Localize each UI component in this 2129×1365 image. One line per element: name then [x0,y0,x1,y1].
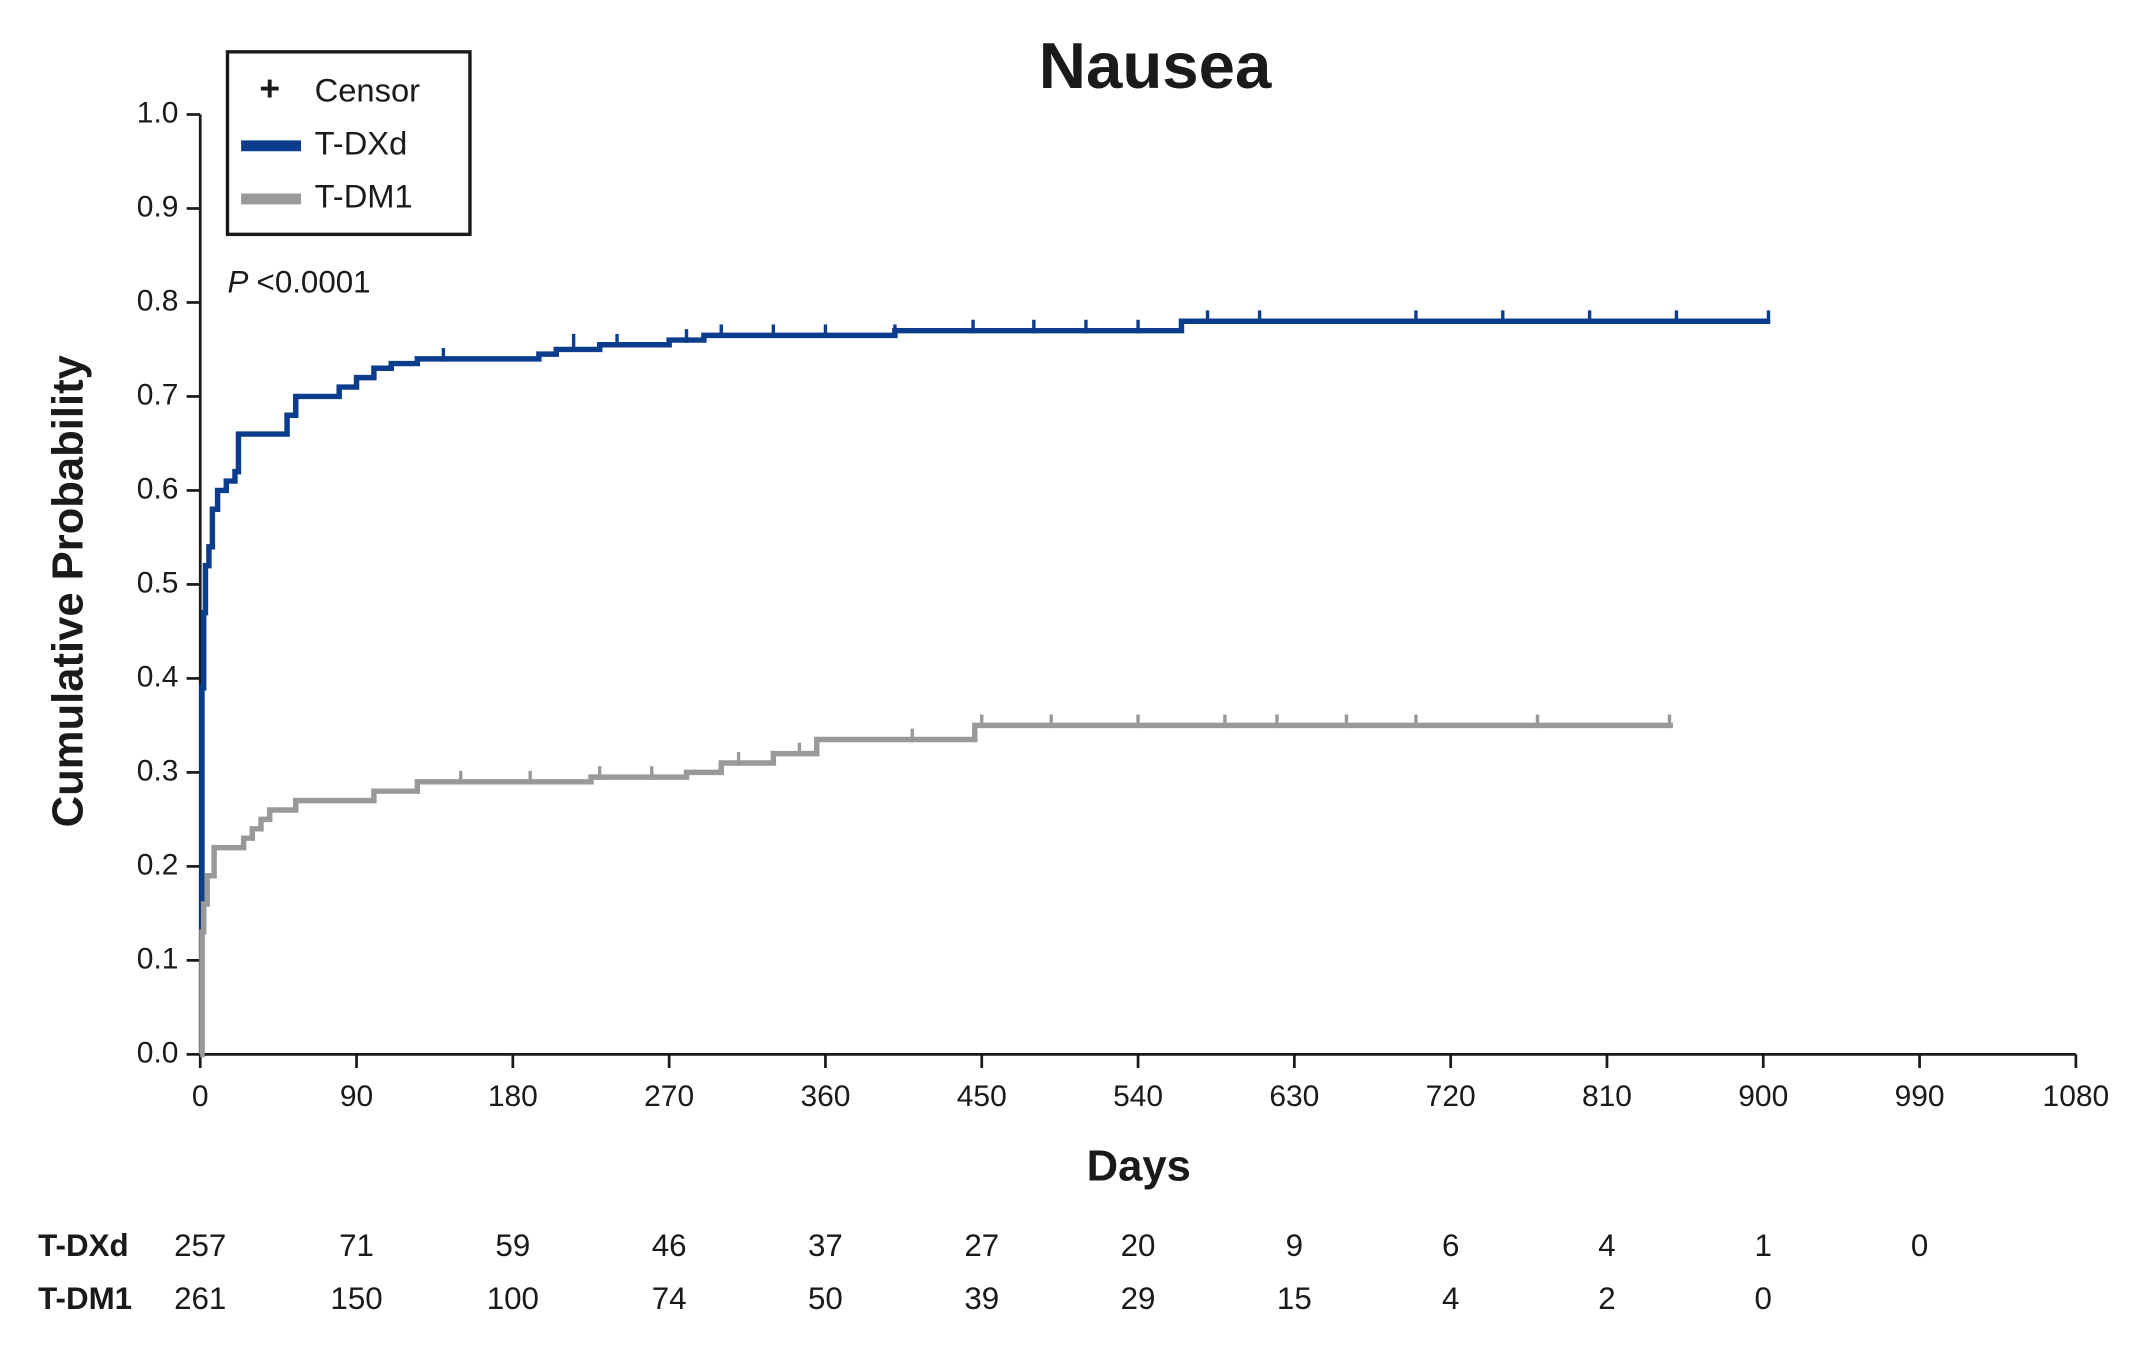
risk-value: 0 [1911,1228,1928,1263]
y-tick-label: 0.5 [137,566,179,599]
risk-row-label: T-DM1 [38,1281,132,1316]
risk-value: 9 [1286,1228,1303,1263]
legend-label: T-DM1 [315,178,413,215]
annotation-p: P [227,265,248,300]
risk-value: 27 [964,1228,999,1263]
y-tick-label: 1.0 [137,96,179,129]
x-tick-label: 360 [800,1080,850,1113]
risk-value: 1 [1755,1228,1772,1263]
legend-label: T-DXd [315,124,408,161]
risk-value: 261 [174,1281,226,1316]
risk-value: 29 [1121,1281,1156,1316]
risk-value: 2 [1598,1281,1615,1316]
x-tick-label: 540 [1113,1080,1163,1113]
x-tick-label: 810 [1582,1080,1632,1113]
risk-value: 50 [808,1281,843,1316]
risk-value: 4 [1442,1281,1459,1316]
x-tick-label: 0 [192,1080,209,1113]
y-tick-label: 0.2 [137,848,179,881]
risk-value: 257 [174,1228,226,1263]
x-tick-label: 270 [644,1080,694,1113]
x-tick-label: 180 [488,1080,538,1113]
risk-value: 4 [1598,1228,1615,1263]
risk-value: 150 [330,1281,382,1316]
x-tick-label: 990 [1895,1080,1945,1113]
x-axis-label: Days [1087,1142,1191,1190]
risk-value: 100 [487,1281,539,1316]
risk-value: 6 [1442,1228,1459,1263]
x-tick-label: 450 [957,1080,1007,1113]
y-tick-label: 0.8 [137,284,179,317]
risk-value: 59 [495,1228,530,1263]
risk-value: 39 [964,1281,999,1316]
km-curve [199,318,1771,1058]
y-tick-label: 0.4 [137,660,179,693]
x-tick-label: 720 [1426,1080,1476,1113]
risk-value: 20 [1121,1228,1156,1263]
risk-value: 71 [339,1228,374,1263]
y-tick-label: 0.0 [137,1036,179,1069]
y-tick-label: 0.1 [137,942,179,975]
legend-censor-symbol: + [259,69,280,109]
risk-value: 15 [1277,1281,1312,1316]
y-tick-label: 0.7 [137,378,179,411]
y-axis-label: Cumulative Probability [44,355,92,827]
legend-label: Censor [315,71,420,108]
x-tick-label: 90 [340,1080,373,1113]
y-tick-label: 0.9 [137,190,179,223]
x-tick-label: 900 [1738,1080,1788,1113]
risk-row-label: T-DXd [38,1228,128,1263]
y-tick-label: 0.6 [137,472,179,505]
risk-value: 0 [1755,1281,1772,1316]
x-tick-label: 630 [1269,1080,1319,1113]
x-tick-label: 1080 [2043,1080,2110,1113]
risk-value: 74 [652,1281,687,1316]
risk-value: 37 [808,1228,843,1263]
annotation: P <0.0001 [227,265,370,300]
km-curve [199,722,1673,1058]
y-tick-label: 0.3 [137,754,179,787]
risk-value: 46 [652,1228,687,1263]
chart-title: Nausea [1039,29,1272,102]
annotation-text: <0.0001 [257,265,371,300]
